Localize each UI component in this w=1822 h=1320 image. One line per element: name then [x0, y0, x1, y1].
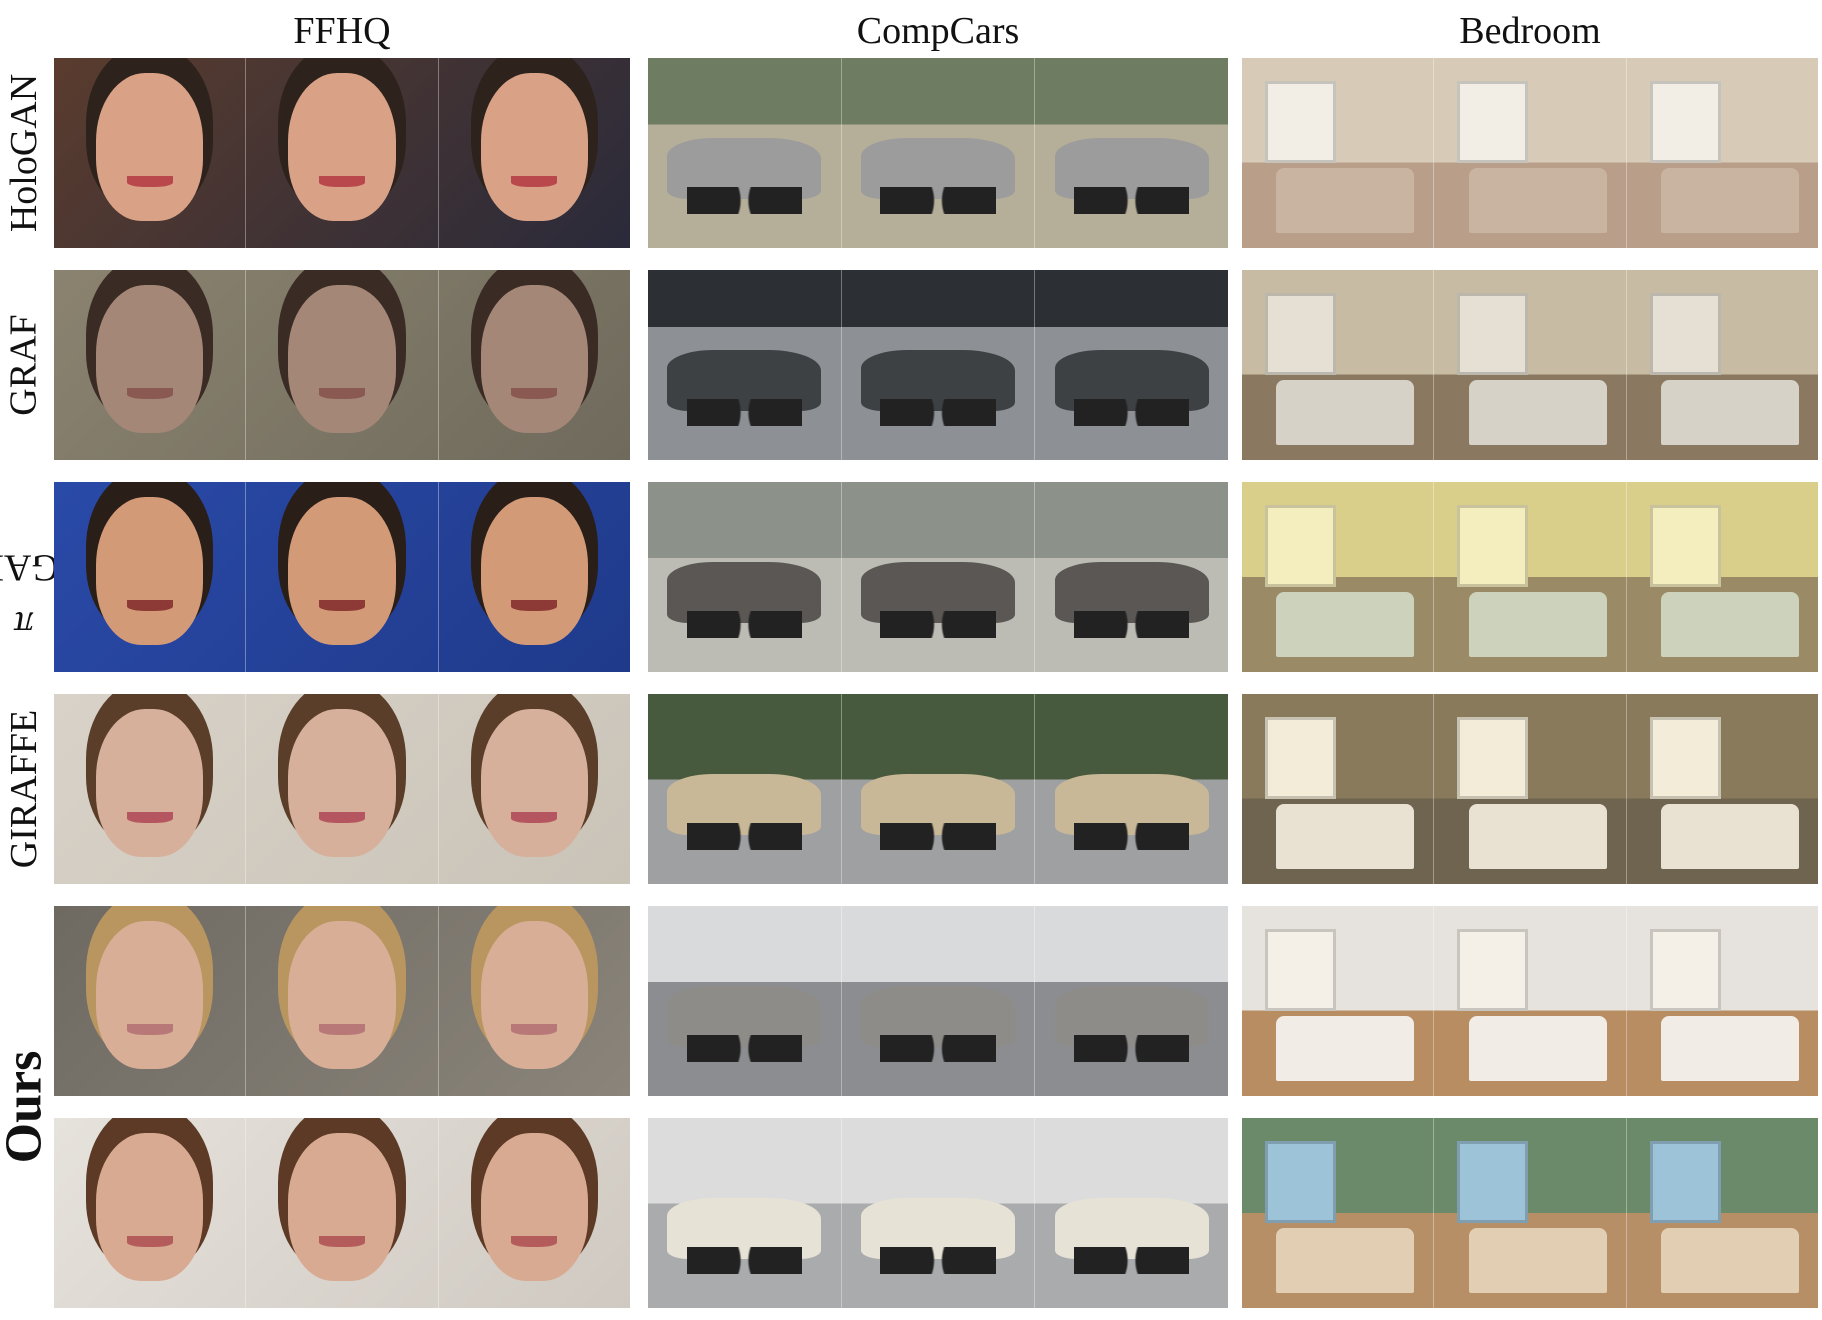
bedroom-image — [1627, 270, 1818, 460]
image-cell-giraffe-compcars — [648, 694, 1228, 884]
pi-symbol: π — [14, 603, 34, 646]
column-header-ffhq: FFHQ — [293, 10, 391, 52]
face-image — [439, 694, 630, 884]
column-header-compcars: CompCars — [856, 10, 1020, 52]
row-label-graf: GRAF — [0, 270, 48, 460]
bedroom-image — [1627, 482, 1818, 672]
bedroom-image — [1434, 906, 1627, 1096]
face-image — [246, 694, 439, 884]
car-image — [648, 906, 842, 1096]
bedroom-image — [1242, 270, 1435, 460]
image-cell-ours-2-bedroom — [1242, 1118, 1818, 1308]
bedroom-image — [1242, 694, 1435, 884]
car-image — [1035, 1118, 1228, 1308]
bedroom-image — [1434, 694, 1627, 884]
face-image — [54, 58, 247, 248]
face-image — [54, 694, 247, 884]
face-image — [246, 482, 439, 672]
row-label-giraffe: GIRAFFE — [0, 694, 48, 884]
column-header-bedroom: Bedroom — [1459, 10, 1601, 52]
row-label-text: Ours — [0, 1050, 52, 1164]
image-cell-pi-gan-ffhq — [54, 482, 630, 672]
image-cell-giraffe-ffhq — [54, 694, 630, 884]
car-image — [648, 694, 842, 884]
car-image — [842, 694, 1036, 884]
image-cell-hologan-compcars — [648, 58, 1228, 248]
car-image — [1035, 694, 1228, 884]
face-image — [439, 1118, 630, 1308]
car-image — [648, 58, 842, 248]
car-image — [1035, 58, 1228, 248]
car-image — [1035, 906, 1228, 1096]
face-image — [246, 58, 439, 248]
image-cell-giraffe-bedroom — [1242, 694, 1818, 884]
car-image — [842, 906, 1036, 1096]
car-image — [842, 58, 1036, 248]
bedroom-image — [1434, 270, 1627, 460]
bedroom-image — [1434, 58, 1627, 248]
image-cell-ours-2-compcars — [648, 1118, 1228, 1308]
car-image — [648, 270, 842, 460]
face-image — [54, 906, 247, 1096]
image-cell-ours-2-ffhq — [54, 1118, 630, 1308]
bedroom-image — [1434, 1118, 1627, 1308]
bedroom-image — [1242, 906, 1435, 1096]
face-image — [439, 58, 630, 248]
image-cell-ours-1-compcars — [648, 906, 1228, 1096]
face-image — [54, 270, 247, 460]
face-image — [54, 1118, 247, 1308]
car-image — [842, 1118, 1036, 1308]
image-cell-graf-bedroom — [1242, 270, 1818, 460]
bedroom-image — [1627, 58, 1818, 248]
image-cell-graf-ffhq — [54, 270, 630, 460]
face-image — [439, 270, 630, 460]
row-label-text: π-GAN — [0, 520, 71, 645]
face-image — [246, 1118, 439, 1308]
row-label-text: HoloGAN — [3, 73, 46, 233]
bedroom-image — [1627, 906, 1818, 1096]
car-image — [842, 482, 1036, 672]
face-image — [54, 482, 247, 672]
car-image — [1035, 270, 1228, 460]
bedroom-image — [1627, 694, 1818, 884]
bedroom-image — [1242, 1118, 1435, 1308]
image-cell-pi-gan-bedroom — [1242, 482, 1818, 672]
car-image — [1035, 482, 1228, 672]
car-image — [648, 1118, 842, 1308]
row-label-text: GRAF — [3, 314, 45, 416]
face-image — [246, 906, 439, 1096]
image-cell-hologan-ffhq — [54, 58, 630, 248]
row-label-pi-gan: π-GAN — [0, 482, 71, 672]
bedroom-image — [1242, 58, 1435, 248]
row-label-text: GIRAFFE — [3, 709, 45, 869]
image-cell-ours-1-ffhq — [54, 906, 630, 1096]
face-image — [246, 270, 439, 460]
face-image — [439, 482, 630, 672]
bedroom-image — [1242, 482, 1435, 672]
bedroom-image — [1434, 482, 1627, 672]
car-image — [842, 270, 1036, 460]
car-image — [648, 482, 842, 672]
row-label-hologan: HoloGAN — [0, 58, 48, 248]
image-cell-ours-1-bedroom — [1242, 906, 1818, 1096]
image-cell-graf-compcars — [648, 270, 1228, 460]
image-cell-pi-gan-compcars — [648, 482, 1228, 672]
row-label-ours: Ours — [0, 906, 52, 1308]
image-cell-hologan-bedroom — [1242, 58, 1818, 248]
bedroom-image — [1627, 1118, 1818, 1308]
face-image — [439, 906, 630, 1096]
